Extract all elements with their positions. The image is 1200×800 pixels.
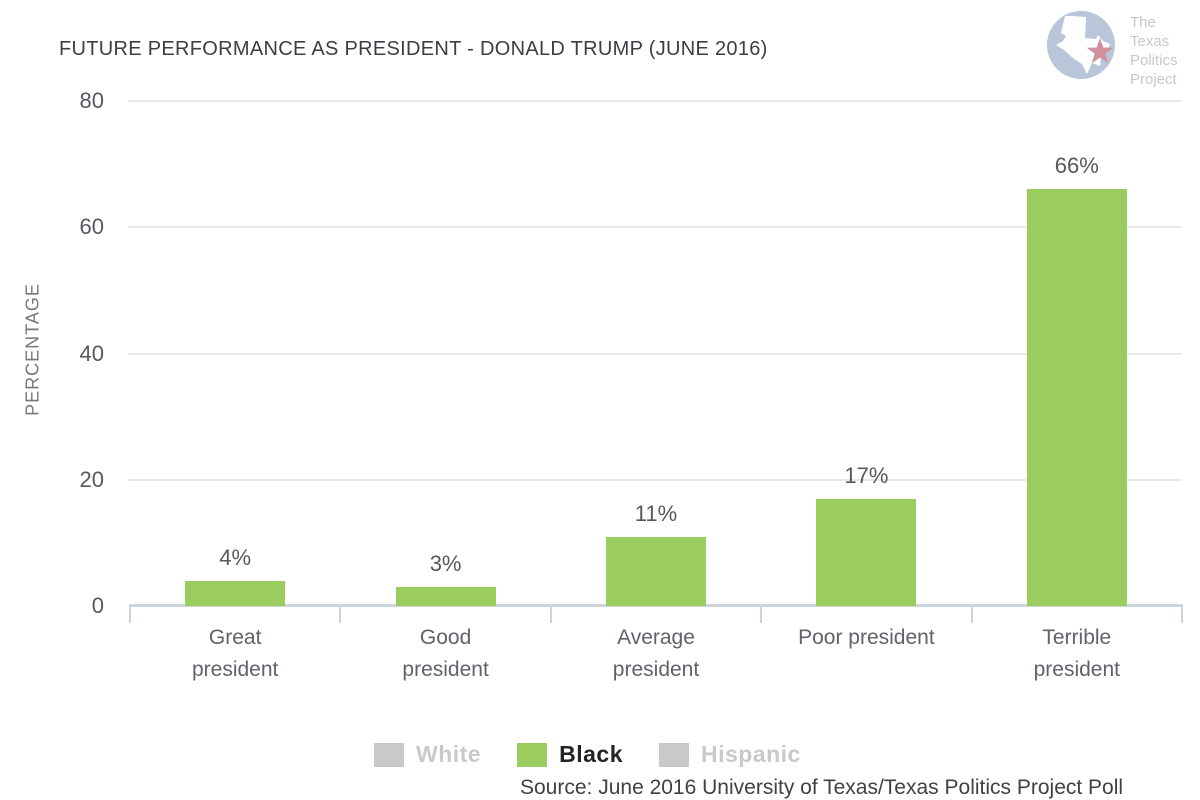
star-icon bbox=[1086, 38, 1114, 64]
logo-line-4: Project bbox=[1130, 71, 1177, 88]
bar-poor-president[interactable] bbox=[816, 498, 917, 606]
logo-line-2: Texas bbox=[1130, 33, 1170, 50]
legend: White Black Hispanic bbox=[374, 741, 801, 768]
logo-line-1: The bbox=[1130, 14, 1156, 31]
category-label-line: Good bbox=[419, 626, 472, 649]
bar-good-president[interactable] bbox=[395, 587, 496, 606]
x-axis-tick bbox=[549, 607, 552, 623]
legend-item-white[interactable]: White bbox=[374, 741, 481, 768]
category-label: Great president bbox=[129, 622, 341, 686]
bar-terrible-president[interactable] bbox=[1026, 189, 1127, 606]
legend-label: Hispanic bbox=[700, 741, 801, 767]
legend-label: Black bbox=[559, 741, 623, 767]
gridline-20 bbox=[128, 478, 1182, 481]
legend-item-black[interactable]: Black bbox=[517, 741, 623, 768]
y-tick-label-60: 60 bbox=[79, 214, 104, 240]
bar-average-president[interactable] bbox=[606, 536, 706, 606]
category-label-line: Terrible bbox=[1042, 626, 1112, 649]
category-label: Terrible president bbox=[971, 622, 1183, 686]
category-label-line: president bbox=[402, 658, 489, 681]
source-credit: Source: June 2016 University of Texas/Te… bbox=[520, 776, 1124, 799]
legend-item-hispanic[interactable]: Hispanic bbox=[658, 741, 801, 768]
x-axis-tick bbox=[339, 607, 342, 623]
category-label: Average president bbox=[550, 622, 762, 686]
logo-line-3: Politics bbox=[1130, 52, 1178, 69]
legend-swatch-white bbox=[374, 742, 404, 767]
chart-title: FUTURE PERFORMANCE AS PRESIDENT - DONALD… bbox=[59, 38, 768, 60]
legend-swatch-hispanic bbox=[658, 742, 689, 767]
legend-swatch-black bbox=[517, 742, 548, 767]
x-axis-tick bbox=[760, 607, 763, 623]
x-axis-tick bbox=[970, 607, 973, 623]
y-axis-title: PERCENTAGE bbox=[22, 283, 43, 416]
category-label-line: Average bbox=[617, 626, 695, 649]
category-label-line: Great bbox=[208, 626, 262, 649]
value-label-66%: 66% bbox=[1054, 153, 1099, 179]
category-label: Poor president bbox=[760, 622, 972, 654]
y-tick-label-0: 0 bbox=[91, 593, 104, 618]
y-tick-label-40: 40 bbox=[79, 340, 104, 366]
category-label-line: president bbox=[191, 658, 279, 681]
y-tick-label-80: 80 bbox=[79, 88, 104, 113]
gridline-40 bbox=[128, 352, 1182, 355]
category-label-line: president bbox=[1033, 658, 1120, 681]
bar-great-president[interactable] bbox=[185, 580, 286, 606]
y-tick-label-20: 20 bbox=[79, 466, 104, 492]
x-axis-tick bbox=[1181, 607, 1183, 623]
legend-label: White bbox=[416, 741, 482, 767]
category-label-line: Poor president bbox=[798, 626, 935, 649]
texas-politics-project-logo-icon bbox=[1047, 11, 1115, 79]
logo-wordmark: The Texas Politics Project bbox=[1130, 13, 1178, 89]
value-label-17%: 17% bbox=[844, 462, 889, 488]
category-label-line: president bbox=[612, 658, 700, 681]
gridline-60 bbox=[128, 226, 1182, 229]
x-axis-tick bbox=[129, 607, 131, 623]
value-label-3%: 3% bbox=[429, 551, 462, 577]
gridline-80 bbox=[128, 100, 1182, 102]
value-label-11%: 11% bbox=[634, 500, 678, 526]
value-label-4%: 4% bbox=[219, 544, 252, 570]
category-label: Good president bbox=[340, 622, 552, 686]
